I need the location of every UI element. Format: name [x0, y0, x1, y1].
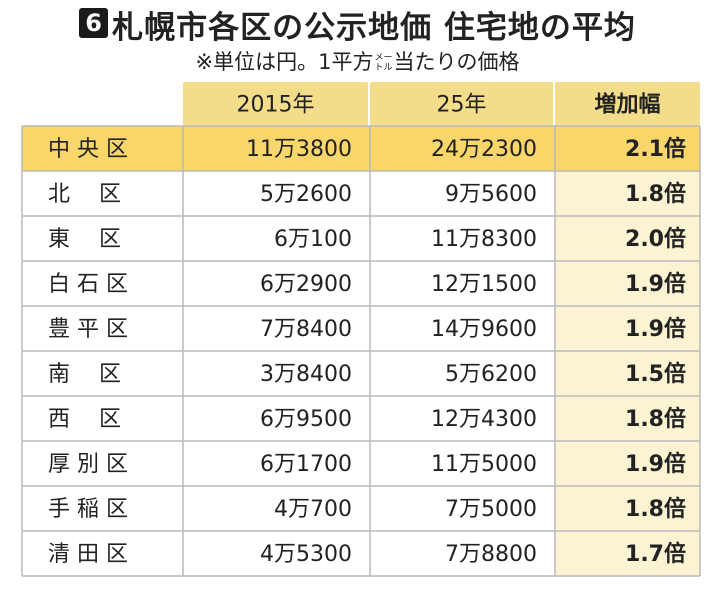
increase-cell-background	[555, 396, 700, 441]
increase-multiple-value: 1.8倍	[625, 406, 686, 432]
price-2015-value: 4万700	[274, 497, 352, 522]
increase-multiple-value: 1.5倍	[625, 361, 686, 387]
increase-multiple-value: 1.9倍	[625, 271, 686, 297]
ward-label: 白 石 区	[48, 272, 128, 297]
price-2025-value: 7万5000	[445, 497, 537, 522]
unit-small-bottom: トル	[374, 63, 393, 73]
increase-cell-background	[555, 351, 700, 396]
increase-cell-background	[555, 441, 700, 486]
increase-multiple-value: 1.9倍	[625, 451, 686, 477]
increase-multiple-value: 1.9倍	[625, 316, 686, 342]
chart-subtitle: ※単位は円。1平方 メー トル 当たりの価格	[0, 46, 715, 76]
price-2025-value: 11万8300	[431, 227, 537, 252]
increase-multiple-value: 1.8倍	[625, 181, 686, 207]
price-2015-value: 6万1700	[260, 452, 352, 477]
price-2015-value: 6万2900	[260, 272, 352, 297]
ward-label: 清 田 区	[48, 542, 128, 567]
price-2025-value: 7万8800	[445, 542, 537, 567]
ward-label: 東 区	[48, 227, 121, 252]
increase-multiple-value: 2.0倍	[625, 226, 686, 252]
price-2015-value: 6万100	[274, 227, 352, 252]
price-2015-value: 11万3800	[246, 137, 352, 162]
price-2025-value: 12万4300	[431, 407, 537, 432]
header-cell-y2015	[183, 82, 368, 126]
highlight-row-background	[22, 126, 700, 171]
header-cell-y2025	[370, 82, 553, 126]
subtitle-text-before: ※単位は円。1平方	[195, 50, 374, 74]
ward-label: 北 区	[48, 182, 121, 207]
price-2025-value: 5万6200	[445, 362, 537, 387]
ward-label: 南 区	[48, 362, 121, 387]
price-2015-value: 6万9500	[260, 407, 352, 432]
subtitle-text-after: 当たりの価格	[393, 50, 520, 74]
price-2025-value: 11万5000	[431, 452, 537, 477]
ward-label: 厚 別 区	[48, 452, 128, 477]
increase-cell-background	[555, 531, 700, 576]
increase-cell-background	[555, 486, 700, 531]
increase-cell-background	[555, 216, 700, 261]
increase-multiple-value: 2.1倍	[625, 136, 686, 162]
price-2025-value: 12万1500	[431, 272, 537, 297]
increase-cell-background	[555, 261, 700, 306]
price-2015-value: 4万5300	[260, 542, 352, 567]
chart-number-badge: 6	[79, 7, 109, 38]
increase-multiple-value: 1.7倍	[625, 541, 686, 567]
column-header-y2015: 2015年	[237, 93, 315, 118]
price-2015-value: 5万2600	[260, 182, 352, 207]
column-header-y2025: 25年	[437, 93, 487, 118]
price-2015-value: 7万8400	[260, 317, 352, 342]
header-cell-increase	[555, 82, 700, 126]
ward-label: 中 央 区	[48, 137, 128, 162]
ward-label: 豊 平 区	[48, 317, 128, 342]
increase-multiple-value: 1.8倍	[625, 496, 686, 522]
price-2025-value: 9万5600	[445, 182, 537, 207]
chart-title-text: 札幌市各区の公示地価 住宅地の平均	[112, 10, 636, 46]
column-header-increase: 増加幅	[594, 92, 660, 118]
ward-label: 手 稲 区	[48, 497, 128, 522]
unit-small-stack: メー トル	[374, 53, 392, 73]
increase-cell-background	[555, 171, 700, 216]
price-2025-value: 14万9600	[431, 317, 537, 342]
ward-label: 西 区	[48, 407, 121, 432]
price-2015-value: 3万8400	[260, 362, 352, 387]
price-2025-value: 24万2300	[431, 137, 537, 162]
unit-small-top: メー	[374, 53, 393, 63]
chart-title: 6 札幌市各区の公示地価 住宅地の平均	[0, 2, 715, 46]
increase-cell-background	[555, 306, 700, 351]
